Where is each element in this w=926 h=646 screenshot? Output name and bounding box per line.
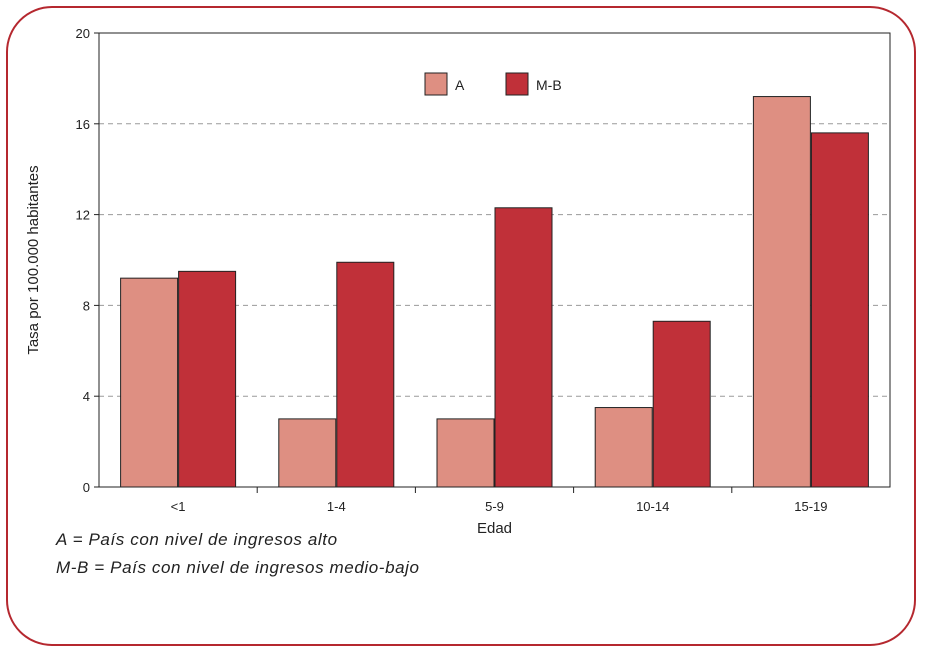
y-tick-label-0: 0 [83, 480, 90, 495]
x-axis-title: Edad [477, 520, 512, 537]
y-axis-title: Tasa por 100.000 habitantes [25, 165, 42, 354]
x-tick-label-2: 5-9 [485, 499, 504, 514]
y-tick-label-20: 20 [76, 26, 90, 41]
axis-ticks: 0 4 8 12 16 20 <1 1-4 5-9 10-14 15-19 [76, 26, 828, 514]
bar-A-2 [436, 418, 495, 488]
legend: A M-B [424, 72, 562, 96]
x-tick-label-3: 10-14 [636, 499, 669, 514]
x-tick-label-4: 15-19 [794, 499, 827, 514]
bar-M-B-0 [178, 270, 237, 488]
y-tick-label-4: 4 [83, 389, 90, 404]
x-tick-label-1: 1-4 [327, 499, 346, 514]
legend-note-mb: M-B = País con nivel de ingresos medio-b… [56, 558, 420, 577]
legend-swatch-A [424, 72, 448, 96]
bar-chart: 0 4 8 12 16 20 <1 1-4 5-9 10-14 15-19 A M-B Edad Ta… [25, 26, 891, 537]
y-tick-label-8: 8 [83, 298, 90, 313]
y-tick-label-16: 16 [76, 117, 90, 132]
y-tick-label-12: 12 [76, 208, 90, 223]
bar-A-4 [752, 96, 811, 488]
legend-label-A: A [455, 77, 465, 93]
plot-area [98, 32, 891, 488]
bar-M-B-4 [810, 132, 869, 488]
bar-A-0 [120, 277, 179, 488]
legend-swatch-M-B [505, 72, 529, 96]
bar-A-3 [594, 407, 653, 488]
bar-M-B-3 [652, 320, 711, 488]
legend-note-a: A = País con nivel de ingresos alto [56, 530, 338, 549]
bar-A-1 [278, 418, 337, 488]
bars [120, 96, 869, 488]
bar-M-B-2 [494, 207, 553, 488]
bar-M-B-1 [336, 261, 395, 488]
legend-label-M-B: M-B [536, 77, 562, 93]
x-tick-label-0: <1 [171, 499, 186, 514]
